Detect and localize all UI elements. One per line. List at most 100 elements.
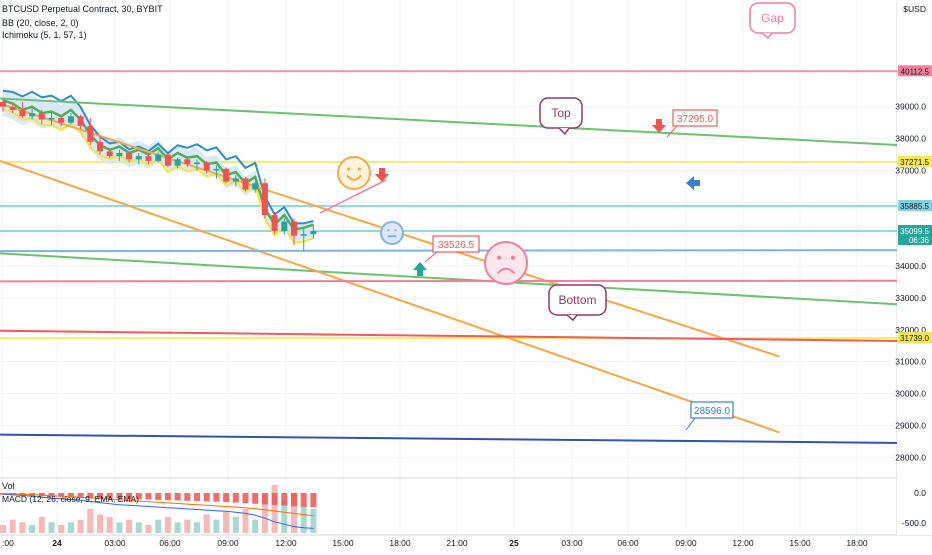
left-arrow-icon (686, 176, 700, 190)
gap-callout[interactable]: Gap (749, 2, 796, 40)
price-label-33526[interactable]: 33526.5 (424, 235, 480, 263)
bb-upper-line (2, 89, 314, 225)
currency-label: USD (908, 4, 926, 14)
volume-bar (106, 517, 113, 533)
volume-bar (126, 519, 133, 533)
macd-histogram-bar (232, 493, 239, 503)
callout-label: Top (551, 106, 571, 120)
volume-bar (232, 517, 239, 533)
macd-pane (0, 493, 317, 529)
candle-body (19, 109, 26, 117)
grid (0, 0, 932, 536)
candle-body (145, 156, 152, 161)
callout-tail (566, 314, 578, 322)
volume-bar (281, 501, 288, 533)
candle-body (213, 168, 220, 171)
trend-line (0, 433, 898, 444)
candle-body (48, 117, 55, 120)
arrow-shape (413, 262, 427, 276)
price-badge (898, 332, 932, 344)
volume-bar (164, 517, 171, 533)
macd-histogram-bar (184, 493, 191, 501)
price-badge (898, 199, 932, 211)
volume-bar (194, 522, 200, 533)
candle-body (281, 221, 288, 232)
label-text: 33526.5 (438, 240, 475, 251)
price-label-28596[interactable]: 28596.0 (685, 401, 734, 431)
candle-body (261, 183, 268, 216)
macd-histogram-bar (135, 493, 142, 500)
candles (0, 98, 317, 252)
volume-bar (310, 509, 317, 533)
candle-body (232, 178, 239, 182)
time-tick-label: 12:00 (275, 538, 297, 548)
price-badge-text: 40112.5 (901, 67, 930, 76)
time-tick-label: 03:00 (104, 538, 126, 548)
label-text: 28596.0 (694, 406, 731, 417)
macd-histogram-bar (242, 493, 249, 504)
volume-bar (9, 519, 16, 533)
callout-tail (558, 127, 570, 136)
macd-tick-label: 0.0 (914, 488, 926, 498)
time-axis[interactable]: :00 24 03:00 06:00 09:00 12:00 15:00 18:00 21:00… (2, 538, 868, 548)
time-tick-label: 15:00 (332, 538, 354, 548)
time-tick-label: 09:00 (217, 538, 239, 548)
face-mouth (496, 267, 516, 275)
candle-body (135, 156, 142, 160)
candle-body (87, 125, 94, 142)
currency-symbol: $ (903, 4, 908, 14)
price-axis[interactable]: USD$39000.0 38000.0 37000.0 34000.0 33000.0 3… (895, 0, 932, 535)
time-tick-label: 03:00 (561, 538, 583, 548)
price-tick-label: 32000.0 (895, 325, 926, 335)
volume-bar (67, 522, 74, 533)
face-outline (337, 156, 371, 190)
candle-body (155, 154, 162, 161)
face-eye (510, 255, 516, 260)
top-callout[interactable]: Top (539, 97, 583, 136)
sad-face-icon (484, 241, 528, 285)
volume-bar (261, 495, 268, 533)
volume-bar (48, 522, 55, 533)
time-tick-label: 24 (52, 538, 62, 548)
price-badge-text: 37271.5 (900, 158, 929, 167)
price-label-37295[interactable]: 37295.0 (666, 109, 718, 138)
face-eye (357, 167, 361, 171)
drawings[interactable]: Gap Top Bottom 37295.0 33526.5 28596.0 (319, 2, 796, 431)
candle-body (77, 116, 84, 126)
face-outline (380, 221, 404, 245)
callout-box (548, 284, 607, 316)
candle-body (58, 117, 65, 123)
volume-bar (77, 519, 84, 533)
ichimoku-base-line (2, 99, 314, 231)
price-tick-label: 38000.0 (895, 134, 926, 144)
bb-legend: BB (20, close, 2, 0) (2, 18, 79, 28)
macd-histogram-bar (164, 493, 171, 501)
time-tick-label: :00 (2, 538, 14, 548)
time-tick-label: 15:00 (789, 538, 811, 548)
price-badge (898, 225, 932, 246)
arrow-shape (375, 168, 389, 182)
callout-label: Gap (761, 11, 784, 25)
price-badge (898, 65, 932, 77)
candle-body (126, 152, 133, 160)
price-tick-label: 37000.0 (895, 165, 926, 175)
macd-histogram-bar (87, 493, 94, 498)
time-tick-label: 18:00 (846, 538, 868, 548)
trend-lines[interactable] (0, 97, 898, 444)
macd-histogram-bar (126, 493, 133, 499)
volume-bar (300, 506, 307, 533)
volume-bar (184, 519, 191, 533)
volume-bar (87, 509, 94, 533)
macd-histogram-bar (77, 493, 84, 498)
price-badge-text: 35099.5 (900, 227, 929, 236)
macd-histogram-bar (106, 493, 113, 499)
label-box (432, 235, 480, 253)
bottom-callout[interactable]: Bottom (548, 284, 607, 322)
macd-histogram-bar (48, 493, 55, 497)
candle-body (223, 168, 230, 182)
candle-body (291, 221, 297, 236)
macd-histogram-bar (194, 493, 200, 502)
macd-histogram-bar (310, 493, 317, 508)
